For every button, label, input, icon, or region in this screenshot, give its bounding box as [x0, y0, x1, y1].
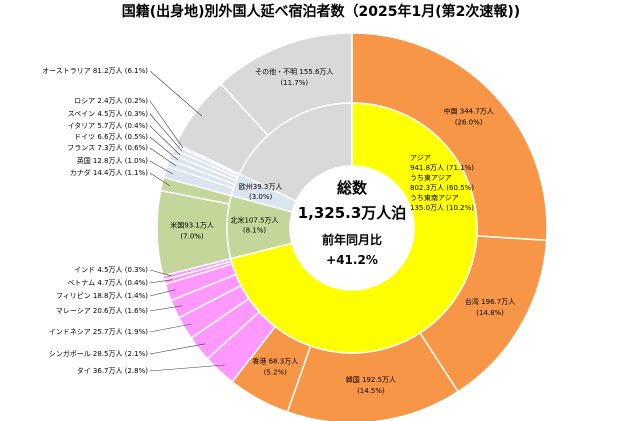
inner-label-e382a2e382b8e382a2-0-line-2: うち東アジア: [410, 173, 452, 182]
inner-label-e382a2e382b8e382a2-0-line-5: 135.0万人 (10.2%): [410, 204, 474, 212]
leader-e383ade382b7e382a2-18: [149, 100, 184, 149]
inner-slice-e382a2e382b8e382a2-0: [229, 102, 478, 354]
outer-label-e383ade382b7e382a2-18: ロシア 2.4万人 (0.2%): [74, 97, 148, 105]
outer-label-e7b1b3e59bbd-11: 米国93.1万人 (7.0%): [170, 220, 214, 240]
outer-label-e3839ee383ace383bce382b7e382a2-7: マレーシア 20.6万人 (1.6%): [56, 307, 148, 315]
outer-label-e7b1b3e59bbd-11-line-1: (7.0%): [180, 232, 204, 240]
leader-e382a4e382bfe383aae382a2-16: [149, 125, 181, 156]
leader-e382aae383bce382b9e38388e383a9e383aae382a2-19: [149, 70, 203, 117]
leader-e38395e383a9e383b3e382b9-14: [149, 147, 176, 166]
outer-label-e58fb0e6b9be-1: 台湾 196.7万人 (14.8%): [465, 297, 515, 317]
outer-label-e382abe3838ae38380-12-line-0: カナダ 14.4万人 (1.1%): [70, 168, 149, 177]
leader-e382b7e383b3e382ace3839de383bce383ab-5: [149, 343, 206, 355]
inner-slice-e3819de381aee4bb96e383bbe4b88de6988e-3: [238, 102, 353, 203]
center-total-label: 総数: [337, 179, 368, 197]
leader-e382bfe382a4-4: [149, 364, 225, 372]
inner-label-e6aca7e5b79e-2-line-0: 欧州39.3万人: [239, 182, 283, 191]
outer-label-e38395e382a3e383aae38394e383b3-8: フィリピン 18.8万人 (1.4%): [56, 292, 148, 300]
outer-label-e3819de381aee4bb96e383bbe4b88de6988e-20: その他・不明 155.6万人 (11.7%): [255, 67, 333, 87]
leader-e382b9e3839ae382a4e383b3-17: [149, 113, 182, 151]
outer-label-e382a4e383b3e38389e3838de382b7e382a2-6-line-0: インドネシア 25.7万人 (1.9%): [49, 328, 149, 336]
outer-label-e382b9e3839ae382a4e383b3-17-line-0: スペイン 4.5万人 (0.3%): [68, 110, 149, 118]
leader-e382abe3838ae38380-12: [149, 172, 170, 187]
outer-label-e382a4e383b3e38389-10: インド 4.5万人 (0.3%): [74, 266, 148, 274]
chart-title: 国籍(出身地)別外国人延べ宿泊者数（2025年1月(第2次速報)): [122, 3, 520, 20]
outer-label-e382b7e383b3e382ace3839de383bce383ab-5: シンガポール 28.5万人 (2.1%): [49, 349, 149, 358]
outer-label-e382aae383bce382b9e38388e383a9e383aae382a2-19: オーストラリア 81.2万人 (6.1%): [42, 67, 148, 75]
leader-e88bb1e59bbd-13: [149, 160, 174, 175]
outer-label-e38389e382a4e38384-15-line-0: ドイツ 6.6万人 (0.5%): [74, 133, 148, 141]
outer-label-e382b7e383b3e382ace3839de383bce383ab-5-line-0: シンガポール 28.5万人 (2.1%): [49, 349, 149, 358]
outer-label-e99f93e59bbd-2-line-1: (14.5%): [357, 387, 385, 395]
inner-ring: [226, 102, 478, 354]
leader-e382a4e383b3e38389e3838de382b7e382a2-6: [149, 323, 192, 333]
outer-label-e4b8ade59bbd-0-line-0: 中国 344.7万人: [444, 107, 494, 116]
inner-label-e58c97e7b1b3-1: 北米107.5万人 (8.1%): [230, 215, 278, 234]
outer-label-e88bb1e59bbd-13: 英国 12.8万人 (1.0%): [77, 156, 149, 165]
outer-label-e38395e383a9e383b3e382b9-14: フランス 7.3万人 (0.6%): [67, 144, 148, 152]
outer-label-e58fb0e6b9be-1-line-0: 台湾 196.7万人: [465, 297, 515, 306]
leader-e38399e38388e3838ae383a0-9: [149, 279, 173, 284]
center-total-value: 1,325.3万人泊: [298, 204, 407, 222]
inner-label-e58c97e7b1b3-1-line-0: 北米107.5万人: [230, 215, 278, 224]
outer-label-e38395e382a3e383aae38394e383b3-8-line-0: フィリピン 18.8万人 (1.4%): [56, 292, 148, 300]
outer-label-e382a4e383b3e38389e3838de382b7e382a2-6: インドネシア 25.7万人 (1.9%): [49, 328, 149, 336]
inner-label-e382a2e382b8e382a2-0-line-0: アジア: [410, 154, 431, 162]
inner-label-e6aca7e5b79e-2-line-1: (3.0%): [249, 193, 273, 201]
inner-label-e382a2e382b8e382a2-0-line-4: うち東南アジア: [410, 193, 459, 202]
leader-e3839ee383ace383bce382b7e382a2-7: [149, 305, 183, 312]
outer-label-e382a4e383b3e38389-10-line-0: インド 4.5万人 (0.3%): [74, 266, 148, 274]
inner-label-e6aca7e5b79e-2: 欧州39.3万人 (3.0%): [239, 182, 283, 201]
outer-label-e382b9e3839ae382a4e383b3-17: スペイン 4.5万人 (0.3%): [68, 110, 149, 118]
slice-labels: 中国 344.7万人 (26.0%) 台湾 196.7万人 (14.8%) 韓国 192…: [42, 67, 515, 395]
outer-label-e9a699e6b8af-3-line-1: (5.2%): [264, 368, 288, 376]
outer-ring: [156, 32, 548, 421]
outer-label-e382bfe382a4-4: タイ 36.7万人 (2.8%): [77, 366, 149, 375]
outer-label-e382a4e382bfe383aae382a2-16: イタリア 5.7万人 (0.4%): [67, 121, 148, 130]
outer-label-e4b8ade59bbd-0: 中国 344.7万人 (26.0%): [444, 107, 494, 127]
outer-label-e382aae383bce382b9e38388e383a9e383aae382a2-19-line-0: オーストラリア 81.2万人 (6.1%): [42, 67, 148, 75]
leader-e382a4e383b3e38389-10: [149, 269, 172, 277]
leader-e38389e382a4e38384-15: [149, 136, 179, 161]
outer-label-e382a4e382bfe383aae382a2-16-line-0: イタリア 5.7万人 (0.4%): [67, 121, 148, 130]
outer-label-e382abe3838ae38380-12: カナダ 14.4万人 (1.1%): [70, 168, 149, 177]
leader-lines: [149, 70, 225, 372]
outer-label-e9a699e6b8af-3-line-0: 香港 68.3万人: [252, 356, 298, 365]
outer-label-e9a699e6b8af-3: 香港 68.3万人 (5.2%): [252, 356, 298, 376]
center-yoy-label: 前年同月比: [322, 232, 382, 247]
inner-label-e382a2e382b8e382a2-0: アジア 941.8万人 (71.1%)うち東アジア 802.3万人 (60.5%)う…: [410, 154, 474, 212]
outer-label-e38399e38388e3838ae383a0-9: ベトナム 4.7万人 (0.4%): [67, 279, 148, 287]
inner-label-e382a2e382b8e382a2-0-line-1: 941.8万人 (71.1%): [410, 164, 474, 172]
outer-label-e99f93e59bbd-2: 韓国 192.5万人 (14.5%): [346, 375, 396, 395]
outer-label-e4b8ade59bbd-0-line-1: (26.0%): [455, 119, 483, 127]
outer-label-e382bfe382a4-4-line-0: タイ 36.7万人 (2.8%): [77, 366, 149, 375]
outer-label-e38389e382a4e38384-15: ドイツ 6.6万人 (0.5%): [74, 133, 148, 141]
outer-label-e88bb1e59bbd-13-line-0: 英国 12.8万人 (1.0%): [77, 156, 149, 165]
center-yoy-value: +41.2%: [326, 253, 378, 267]
outer-label-e38399e38388e3838ae383a0-9-line-0: ベトナム 4.7万人 (0.4%): [67, 279, 148, 287]
outer-label-e3819de381aee4bb96e383bbe4b88de6988e-20-line-1: (11.7%): [280, 79, 308, 87]
outer-label-e38395e383a9e383b3e382b9-14-line-0: フランス 7.3万人 (0.6%): [67, 144, 148, 152]
outer-label-e7b1b3e59bbd-11-line-0: 米国93.1万人: [170, 220, 214, 229]
inner-label-e382a2e382b8e382a2-0-line-3: 802.3万人 (60.5%): [410, 184, 474, 192]
outer-label-e383ade382b7e382a2-18-line-0: ロシア 2.4万人 (0.2%): [74, 97, 148, 105]
outer-label-e3819de381aee4bb96e383bbe4b88de6988e-20-line-0: その他・不明 155.6万人: [255, 67, 333, 76]
outer-label-e3839ee383ace383bce382b7e382a2-7-line-0: マレーシア 20.6万人 (1.6%): [56, 307, 148, 315]
outer-label-e99f93e59bbd-2-line-0: 韓国 192.5万人: [346, 375, 396, 384]
leader-e38395e382a3e383aae38394e383b3-8: [149, 289, 176, 297]
outer-label-e58fb0e6b9be-1-line-1: (14.8%): [476, 309, 504, 317]
inner-label-e58c97e7b1b3-1-line-1: (8.1%): [243, 226, 267, 234]
